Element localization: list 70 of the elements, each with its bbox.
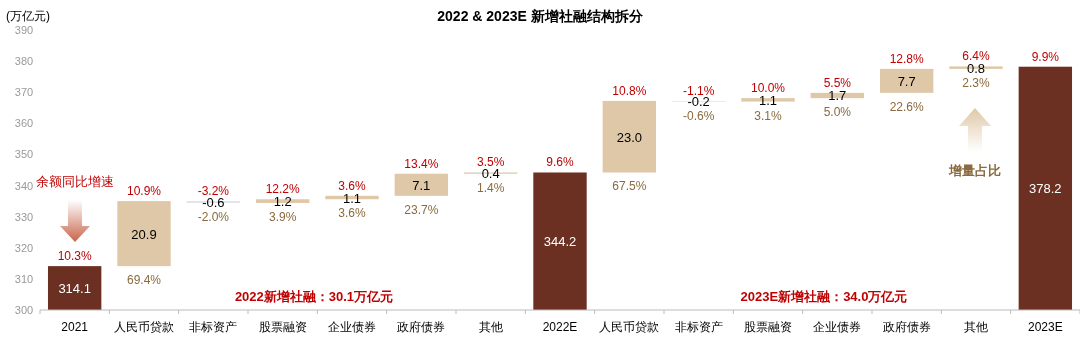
annotation: 67.5% — [612, 179, 647, 194]
bar — [602, 100, 657, 173]
annotation: 余额同比增速 — [36, 174, 114, 189]
data-label: 20.9 — [131, 226, 157, 242]
bar — [47, 266, 102, 310]
annotation: 9.9% — [1031, 49, 1060, 64]
x-tick-label: 企业债券 — [328, 320, 376, 334]
data-label: 1.7 — [828, 88, 847, 104]
y-tick-label: 340 — [14, 179, 34, 192]
x-tick-label: 2022E — [542, 320, 578, 334]
annotation: 23.7% — [404, 202, 439, 217]
annotation: 增量占比 — [948, 163, 1001, 178]
annotation: 13.4% — [404, 156, 439, 171]
x-tick-label: 政府债券 — [397, 320, 446, 334]
y-tick-label: 300 — [14, 304, 34, 316]
annotation: 12.8% — [889, 51, 925, 66]
data-label: 378.2 — [1029, 181, 1062, 197]
x-tick-label: 股票融资 — [744, 320, 792, 334]
annotation: 5.0% — [823, 105, 852, 120]
y-tick-label: 330 — [14, 210, 34, 223]
x-tick-label: 股票融资 — [258, 320, 307, 334]
data-label: 1.2 — [273, 194, 292, 210]
annotation: 69.4% — [126, 273, 162, 288]
annotation: 1.4% — [476, 180, 505, 195]
bar — [117, 201, 171, 267]
x-tick-label: 人民币贷款 — [599, 320, 660, 334]
x-tick-label: 非标资产 — [189, 320, 238, 334]
annotation: 3.9% — [268, 209, 297, 224]
annotation: 2023E新增社融：34.0万亿元 — [740, 289, 908, 304]
annotation: 2.3% — [962, 75, 990, 90]
annotation: 3.6% — [338, 206, 366, 221]
data-label: 7.1 — [412, 177, 431, 193]
bar — [879, 68, 934, 93]
annotation: 2022新增社融：30.1万亿元 — [234, 289, 394, 304]
annotation: 12.2% — [265, 182, 301, 197]
y-tick-label: 360 — [14, 117, 34, 130]
data-label: 23.0 — [616, 129, 642, 145]
annotation: 10.3% — [57, 249, 93, 264]
annotation: -0.6% — [682, 108, 715, 123]
annotation: -2.0% — [197, 209, 230, 224]
y-tick-label: 370 — [14, 86, 34, 99]
bar — [533, 172, 587, 310]
x-tick-label: 2023E — [1027, 320, 1063, 334]
bar — [1018, 66, 1073, 310]
y-tick-label: 310 — [14, 272, 34, 285]
y-tick-label: 320 — [14, 241, 34, 254]
y-tick-label: 350 — [14, 148, 34, 161]
data-label: 344.2 — [543, 234, 577, 250]
y-tick-label: 390 — [14, 24, 34, 36]
x-tick-label: 人民币贷款 — [114, 320, 174, 334]
annotation: 9.6% — [546, 155, 574, 170]
annotation: 3.6% — [338, 178, 366, 193]
data-label: 314.1 — [58, 281, 91, 297]
y-tick-label: 380 — [14, 55, 34, 68]
x-tick-label: 政府债券 — [882, 320, 931, 334]
x-tick-label: 2021 — [61, 320, 89, 334]
x-tick-label: 企业债券 — [813, 320, 862, 334]
data-label: 1.1 — [342, 190, 362, 206]
bar — [394, 173, 449, 196]
chart-title: 2022 & 2023E 新增社融结构拆分 — [437, 8, 644, 24]
annotation: 5.5% — [823, 75, 852, 90]
annotation: 3.1% — [754, 108, 782, 123]
y-axis-title: (万亿元) — [6, 9, 50, 23]
data-label: 7.7 — [897, 73, 916, 89]
x-tick-label: 非标资产 — [674, 320, 723, 334]
x-tick-label: 其他 — [478, 320, 503, 334]
annotation: 10.8% — [612, 83, 647, 98]
x-tick-label: 其他 — [964, 320, 988, 334]
annotation: 22.6% — [889, 99, 925, 114]
annotation: 10.9% — [126, 184, 162, 199]
